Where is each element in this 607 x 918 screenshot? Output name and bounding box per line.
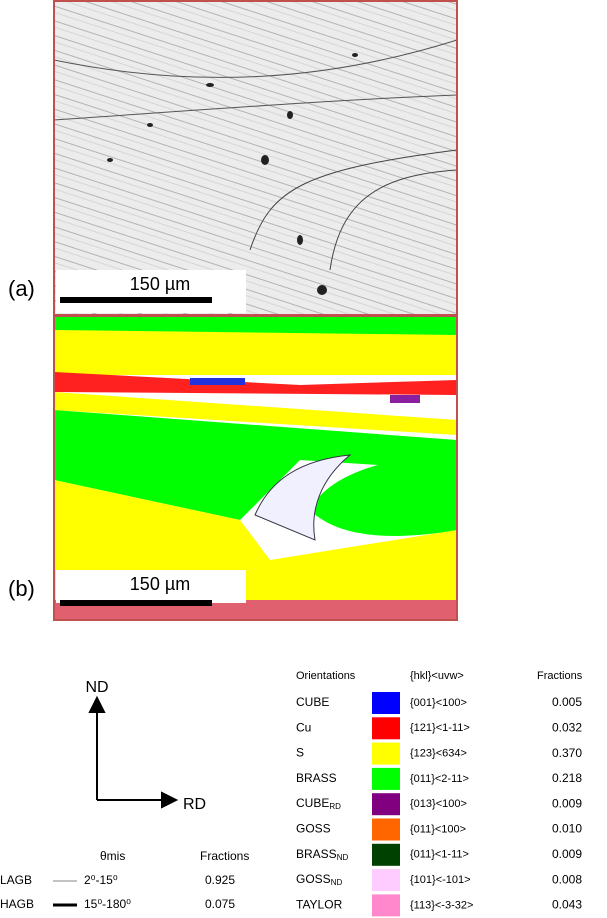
panel-label: (a) <box>8 276 35 301</box>
hkl: {001}<100> <box>410 697 467 709</box>
boundary-fraction: 0.075 <box>205 897 235 911</box>
name: TAYLOR <box>296 898 343 912</box>
color-swatch <box>372 844 400 866</box>
name: BRASS <box>296 771 337 785</box>
name: GOSS <box>296 822 331 836</box>
hkl: {123}<634> <box>410 748 467 760</box>
orientation-name: CUBE <box>296 695 329 709</box>
header: θmis <box>100 849 125 863</box>
axis-label: RD <box>183 796 206 813</box>
header: {hkl}<uvw> <box>410 670 464 682</box>
hkl: {013}<100> <box>410 798 467 810</box>
subscript: ND <box>331 878 343 887</box>
fraction: 0.005 <box>552 695 582 709</box>
boundary-range: 2⁰-15⁰ <box>84 873 118 887</box>
axis-label: ND <box>85 679 108 696</box>
hkl: {121}<1-11> <box>410 722 470 734</box>
fraction: 0.009 <box>552 847 582 861</box>
name: S <box>296 746 304 760</box>
boundary-name: HAGB <box>0 897 34 911</box>
header: Fractions <box>200 849 249 863</box>
figure: (a) 150 µm (b) 150 µm ND RD θmis Fractions LAGB 2… <box>0 0 607 918</box>
hkl: {113}<-3-32> <box>410 899 473 911</box>
color-swatch <box>372 717 400 739</box>
hkl: {101}<-101> <box>410 874 471 886</box>
color-swatch <box>372 692 400 714</box>
name: Cu <box>296 720 311 734</box>
orientation-name: GOSS <box>296 822 331 836</box>
orientation-name: TAYLOR <box>296 898 343 912</box>
fraction: 0.009 <box>552 796 582 810</box>
orientation-name: BRASSND <box>296 847 348 862</box>
fraction: 0.370 <box>552 746 582 760</box>
fraction: 0.043 <box>552 898 582 912</box>
hkl: {011}<100> <box>410 823 466 835</box>
hkl: {011}<2-11> <box>410 773 469 785</box>
header: Fractions <box>537 670 583 682</box>
orientation-name: Cu <box>296 720 311 734</box>
header: Orientations <box>296 670 356 682</box>
name: BRASS <box>296 847 337 861</box>
orientation-name: S <box>296 746 304 760</box>
micrograph-a <box>54 1 457 315</box>
fraction: 0.032 <box>552 720 582 734</box>
fraction: 0.008 <box>552 872 582 886</box>
fraction: 0.010 <box>552 822 582 836</box>
color-swatch <box>372 793 400 815</box>
panel-label: (b) <box>8 576 35 601</box>
name: CUBE <box>296 796 329 810</box>
scale-bar-label: 150 µm <box>130 274 190 294</box>
micrograph-b <box>54 316 457 620</box>
orientation-name: BRASS <box>296 771 337 785</box>
color-swatch <box>372 743 400 765</box>
boundary-range: 15⁰-180⁰ <box>84 897 131 911</box>
boundary-fraction: 0.925 <box>205 873 235 887</box>
orientation-name: CUBERD <box>296 796 341 811</box>
name: GOSS <box>296 872 331 886</box>
boundary-name: LAGB <box>0 873 32 887</box>
color-swatch <box>372 894 400 916</box>
figure-canvas: (a) 150 µm (b) 150 µm ND RD θmis Fractions LAGB 2… <box>0 0 607 918</box>
hkl: {011}<1-11> <box>410 849 469 861</box>
subscript: ND <box>337 853 349 862</box>
fraction: 0.218 <box>552 771 582 785</box>
subscript: RD <box>329 802 341 811</box>
color-swatch <box>372 768 400 790</box>
name: CUBE <box>296 695 329 709</box>
scale-bar-label: 150 µm <box>130 574 190 594</box>
color-swatch <box>372 869 400 891</box>
orientation-name: GOSSND <box>296 872 342 887</box>
axis-arrows <box>90 698 176 807</box>
color-swatch <box>372 819 400 841</box>
